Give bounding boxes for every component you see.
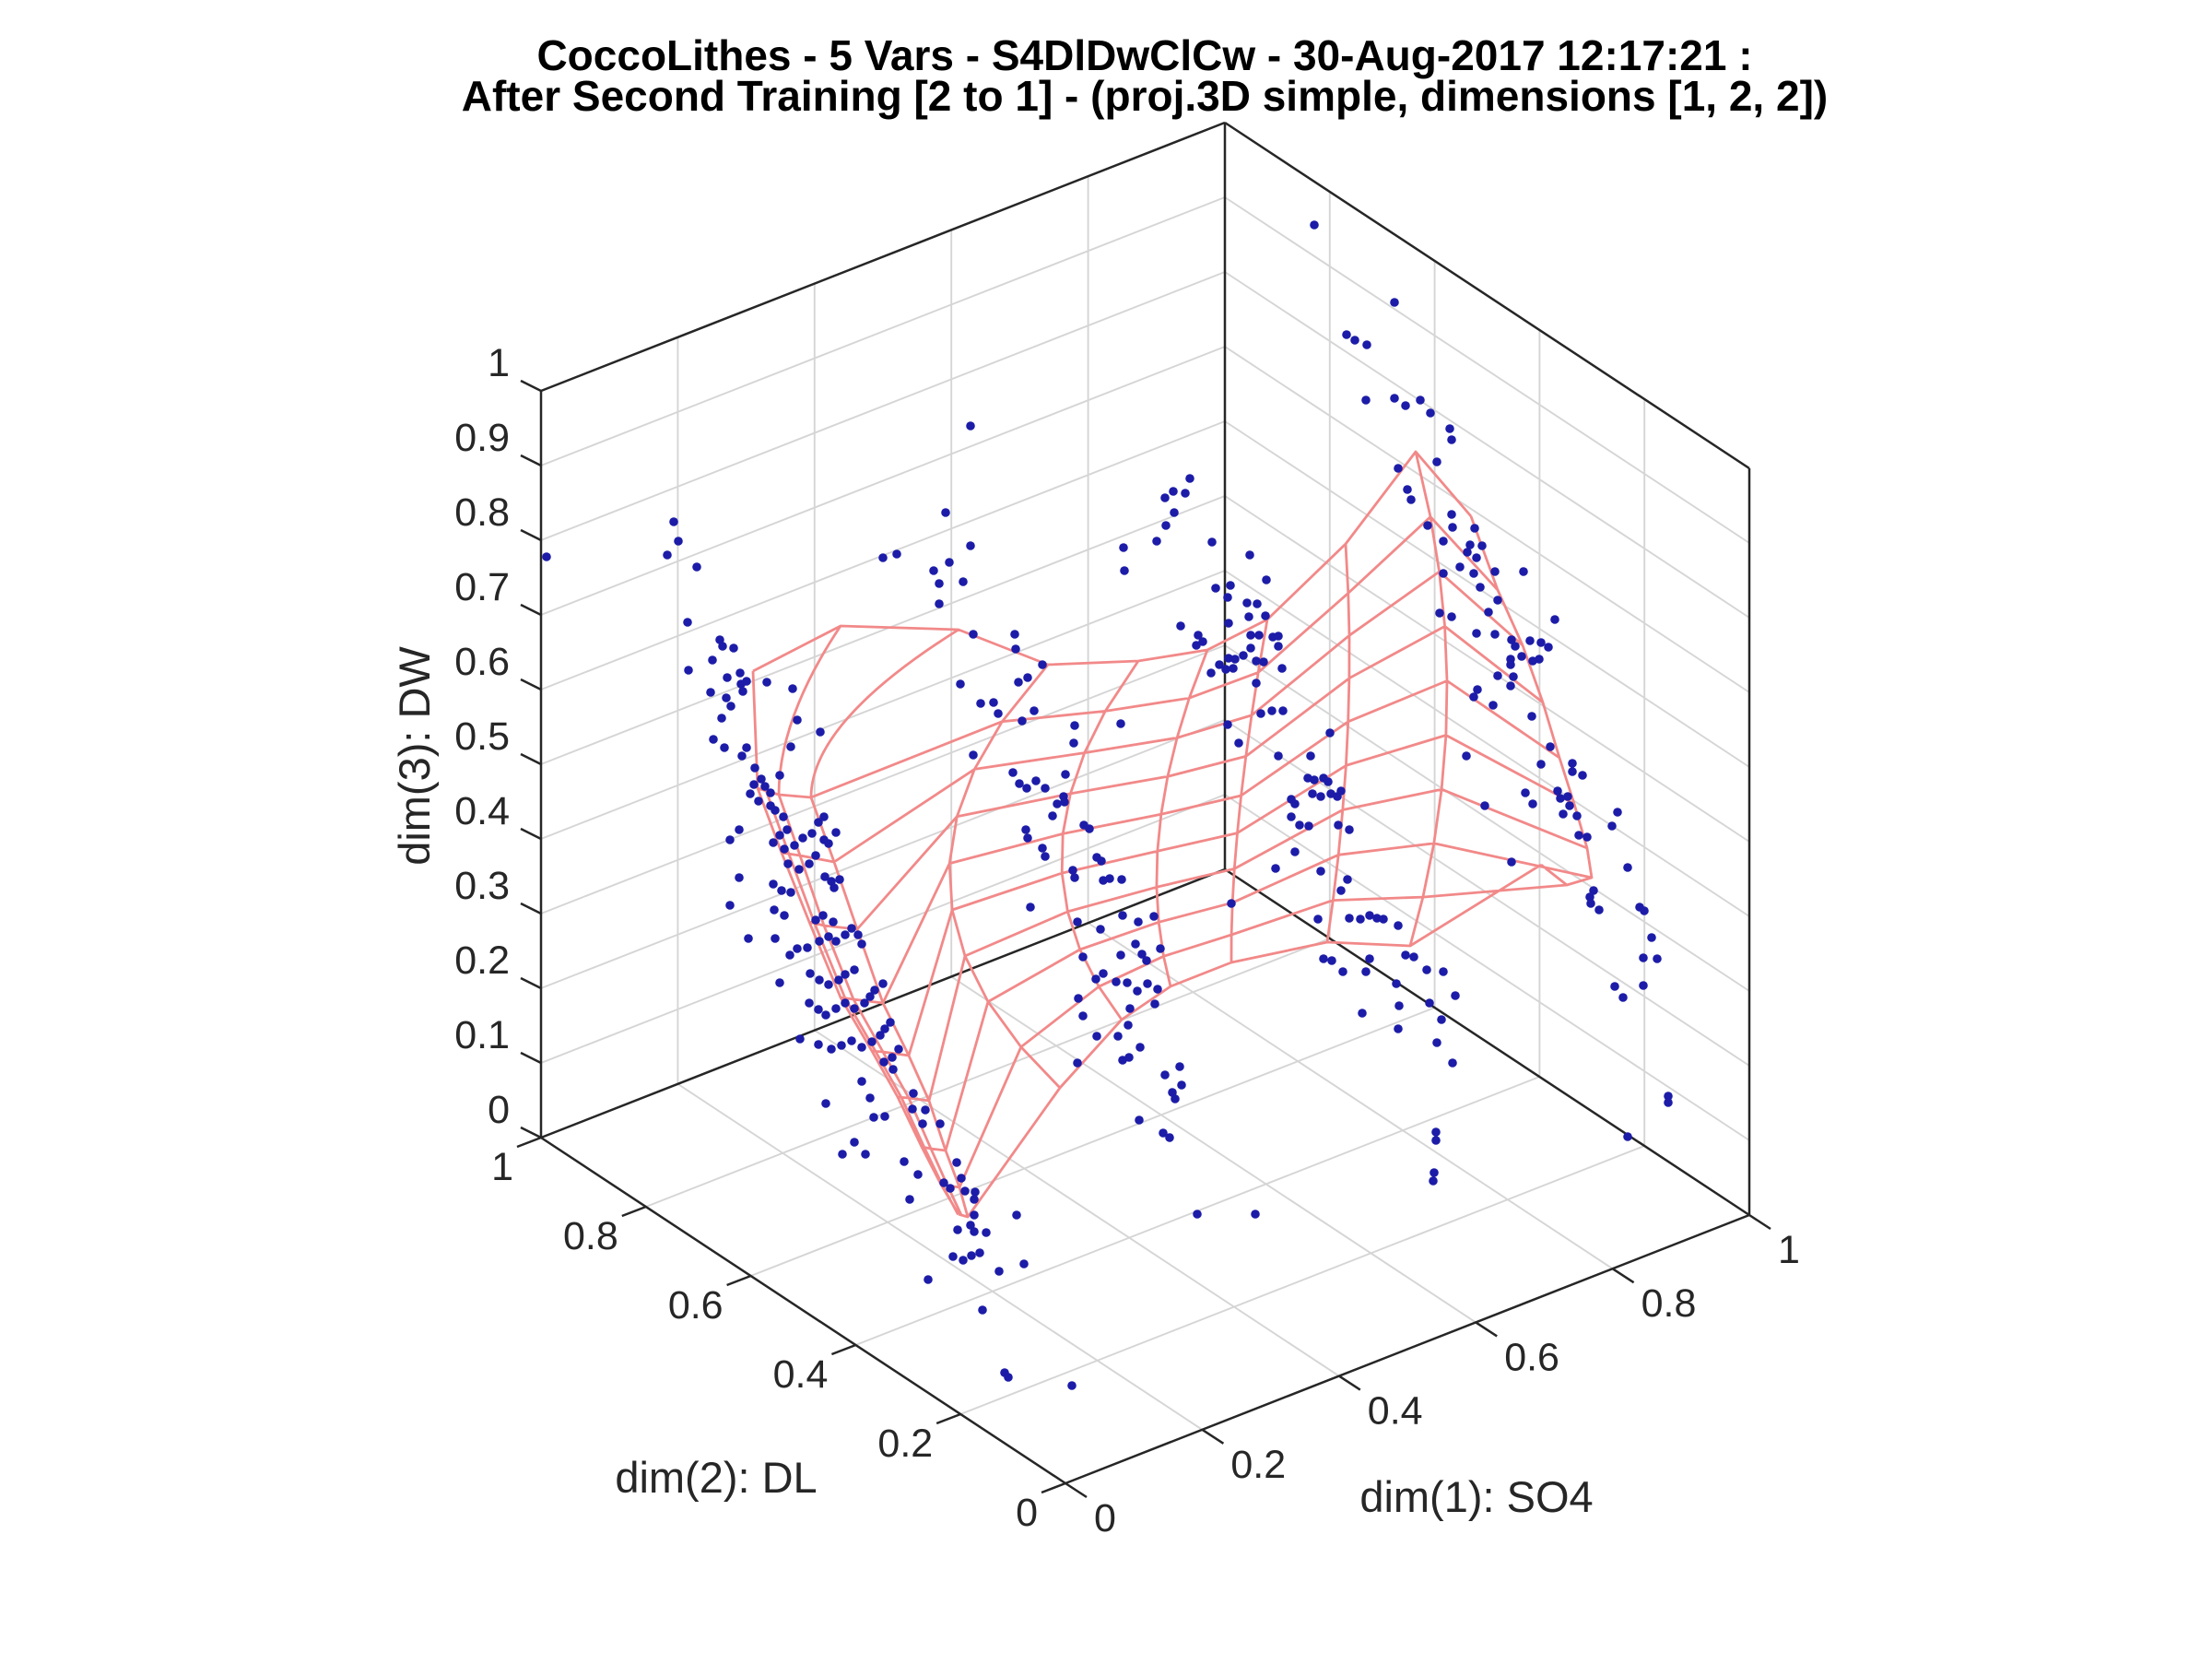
svg-text:1: 1 <box>1778 1228 1800 1272</box>
svg-text:0.9: 0.9 <box>454 416 510 460</box>
svg-text:0.7: 0.7 <box>454 565 510 609</box>
svg-text:0.5: 0.5 <box>454 714 510 759</box>
svg-text:0.1: 0.1 <box>454 1013 510 1057</box>
svg-text:0.2: 0.2 <box>1230 1443 1286 1487</box>
svg-text:0: 0 <box>488 1088 510 1132</box>
svg-text:0.8: 0.8 <box>563 1214 618 1258</box>
svg-text:0.4: 0.4 <box>1368 1389 1423 1434</box>
svg-text:After Second Training [2 to 1]: After Second Training [2 to 1] - (proj.3… <box>462 72 1828 120</box>
svg-text:1: 1 <box>491 1145 513 1189</box>
svg-text:dim(3): DW: dim(3): DW <box>390 646 439 866</box>
svg-text:0.3: 0.3 <box>454 864 510 908</box>
svg-text:1: 1 <box>488 341 510 385</box>
svg-text:0.8: 0.8 <box>1641 1281 1697 1326</box>
svg-text:0.8: 0.8 <box>454 490 510 535</box>
svg-text:dim(2): DL: dim(2): DL <box>615 1453 817 1502</box>
svg-text:0.4: 0.4 <box>454 789 510 833</box>
svg-text:0.4: 0.4 <box>773 1352 829 1397</box>
svg-text:0: 0 <box>1016 1491 1038 1535</box>
svg-text:0.6: 0.6 <box>668 1283 724 1328</box>
svg-text:0.2: 0.2 <box>877 1422 933 1466</box>
svg-text:0.2: 0.2 <box>454 938 510 983</box>
svg-text:0: 0 <box>1094 1496 1116 1540</box>
svg-text:0.6: 0.6 <box>454 640 510 684</box>
svg-text:dim(1): SO4: dim(1): SO4 <box>1359 1472 1593 1521</box>
svg-text:0.6: 0.6 <box>1504 1335 1559 1379</box>
svg-text:CoccoLithes - 5 Vars - S4DlDwC: CoccoLithes - 5 Vars - S4DlDwClCw - 30-A… <box>536 31 1752 79</box>
